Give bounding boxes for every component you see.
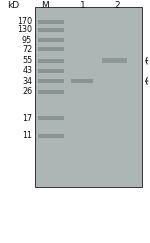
Text: 43: 43 — [22, 66, 32, 75]
Text: 1: 1 — [80, 1, 85, 10]
Bar — [38, 28, 64, 32]
Bar — [38, 116, 64, 120]
Bar — [38, 47, 64, 51]
Text: 26: 26 — [22, 87, 32, 96]
Text: 170: 170 — [17, 17, 32, 26]
Text: kD: kD — [8, 1, 20, 10]
Text: M: M — [41, 1, 49, 10]
Bar — [38, 69, 64, 73]
Text: 2: 2 — [114, 1, 120, 10]
Bar — [34, 7, 142, 187]
Bar — [38, 90, 64, 94]
Text: 55: 55 — [22, 56, 32, 65]
Text: 72: 72 — [22, 44, 32, 53]
Text: 11: 11 — [22, 131, 32, 140]
Text: 95: 95 — [22, 35, 32, 44]
Bar — [38, 20, 64, 24]
Text: 130: 130 — [17, 25, 32, 34]
Bar — [38, 38, 64, 42]
Bar — [38, 134, 64, 138]
Bar — [38, 59, 64, 63]
Bar — [71, 79, 93, 83]
Bar — [102, 58, 127, 63]
Bar — [38, 79, 64, 83]
Text: 34: 34 — [22, 77, 32, 86]
Text: 17: 17 — [22, 114, 32, 123]
